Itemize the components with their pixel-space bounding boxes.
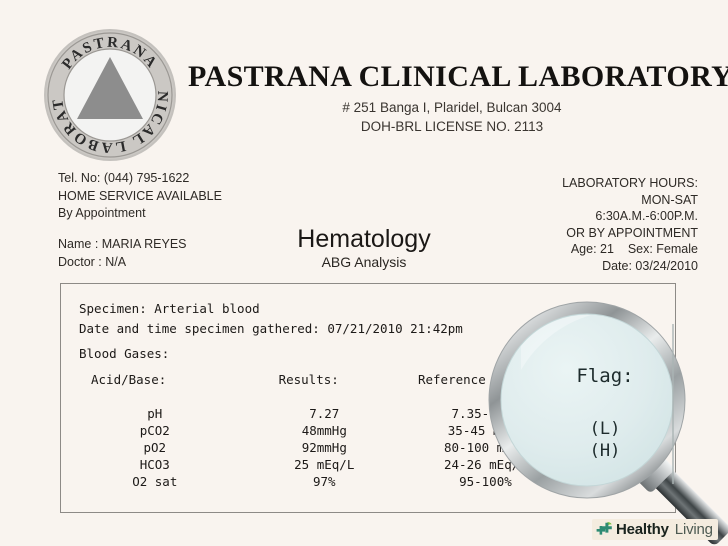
section-title-sub: ABG Analysis xyxy=(321,254,407,270)
hours-label: LABORATORY HOURS: xyxy=(562,176,698,190)
table-row: pO2 92mmHg 80-100 mmHg (H) xyxy=(61,439,675,456)
results-table: Acid/Base: Results: Reference Range: Fla… xyxy=(61,372,675,490)
section-title-main: Hematology xyxy=(297,225,431,253)
column-header-analyte: Acid/Base: xyxy=(91,372,167,387)
cell-flag xyxy=(571,456,675,473)
healthy-living-cross-icon xyxy=(596,522,612,535)
hours-time: 6:30A.M.-6:00P.M. xyxy=(595,209,698,223)
table-header-row: Acid/Base: Results: Reference Range: Fla… xyxy=(61,372,675,405)
cell-reference: 80-100 mmHg xyxy=(444,440,527,455)
cell-flag: (L) xyxy=(611,423,635,438)
address-line: # 251 Banga I, Plaridel, Bulcan 3004 xyxy=(342,100,562,115)
column-header-flag: Flag: xyxy=(594,372,633,387)
report-section-title: Hematology ABG Analysis xyxy=(214,225,514,271)
contact-info-block: Tel. No: (044) 795-1622 HOME SERVICE AVA… xyxy=(58,170,222,223)
cell-result: 7.27 xyxy=(309,406,340,421)
cell-result: 92mmHg xyxy=(301,440,347,455)
blood-gases-group-label: Blood Gases: xyxy=(79,346,170,361)
laboratory-seal-logo: PASTRANA CLINICAL LABORATORY xyxy=(42,27,178,163)
cell-result: 97% xyxy=(312,474,336,489)
table-row: pCO2 48mmHg 35-45 mmHg (L) xyxy=(61,422,675,439)
appointment-line: By Appointment xyxy=(58,206,146,220)
specimen-line: Specimen: Arterial blood xyxy=(79,301,260,316)
cell-analyte: pH xyxy=(147,406,163,421)
cell-flag xyxy=(571,473,675,490)
patient-info-block: Name : MARIA REYES Doctor : N/A xyxy=(58,236,187,271)
patient-doctor: Doctor : N/A xyxy=(58,254,127,269)
report-date: Date: 03/24/2010 xyxy=(602,258,698,273)
laboratory-name-title: PASTRANA CLINICAL LABORATORY xyxy=(188,60,728,93)
home-service-line: HOME SERVICE AVAILABLE xyxy=(58,188,222,203)
cell-analyte: O2 sat xyxy=(132,474,178,489)
patient-age-sex: Age: 21 Sex: Female xyxy=(570,242,698,256)
telephone-line: Tel. No: (044) 795-1622 xyxy=(58,171,190,185)
cell-result: 25 mEq/L xyxy=(294,457,355,472)
laboratory-hours-block: LABORATORY HOURS: MON-SAT 6:30A.M.-6:00P… xyxy=(562,175,698,274)
cell-reference: 35-45 mmHg xyxy=(447,423,524,438)
cell-reference: 95-100% xyxy=(459,474,512,489)
table-row: pH 7.27 7.35-7.45 xyxy=(61,405,675,422)
cell-result: 48mmHg xyxy=(301,423,347,438)
cell-analyte: pO2 xyxy=(143,440,167,455)
cell-analyte: pCO2 xyxy=(139,423,170,438)
license-line: DOH-BRL LICENSE NO. 2113 xyxy=(360,119,544,134)
patient-name: Name : MARIA REYES xyxy=(58,237,187,251)
specimen-gathered-line: Date and time specimen gathered: 07/21/2… xyxy=(79,321,463,336)
healthy-living-bold-text: Healthy xyxy=(616,521,669,538)
column-header-results: Results: xyxy=(278,372,339,387)
healthy-living-watermark: Healthy Living xyxy=(592,519,718,540)
table-row: O2 sat 97% 95-100% xyxy=(61,473,675,490)
hours-note: OR BY APPOINTMENT xyxy=(566,225,698,240)
healthy-living-light-text: Living xyxy=(674,521,713,538)
results-panel: Specimen: Arterial blood Date and time s… xyxy=(60,283,676,513)
table-row: HCO3 25 mEq/L 24-26 mEq/L xyxy=(61,456,675,473)
hours-days: MON-SAT xyxy=(641,192,698,207)
cell-flag: (H) xyxy=(611,440,635,455)
cell-analyte: HCO3 xyxy=(139,457,170,472)
column-header-reference-range: Reference Range: xyxy=(417,372,539,387)
cell-reference: 24-26 mEq/L xyxy=(444,457,527,472)
cell-flag xyxy=(571,405,675,422)
laboratory-address-block: # 251 Banga I, Plaridel, Bulcan 3004 DOH… xyxy=(188,98,716,136)
cell-reference: 7.35-7.45 xyxy=(451,406,520,421)
